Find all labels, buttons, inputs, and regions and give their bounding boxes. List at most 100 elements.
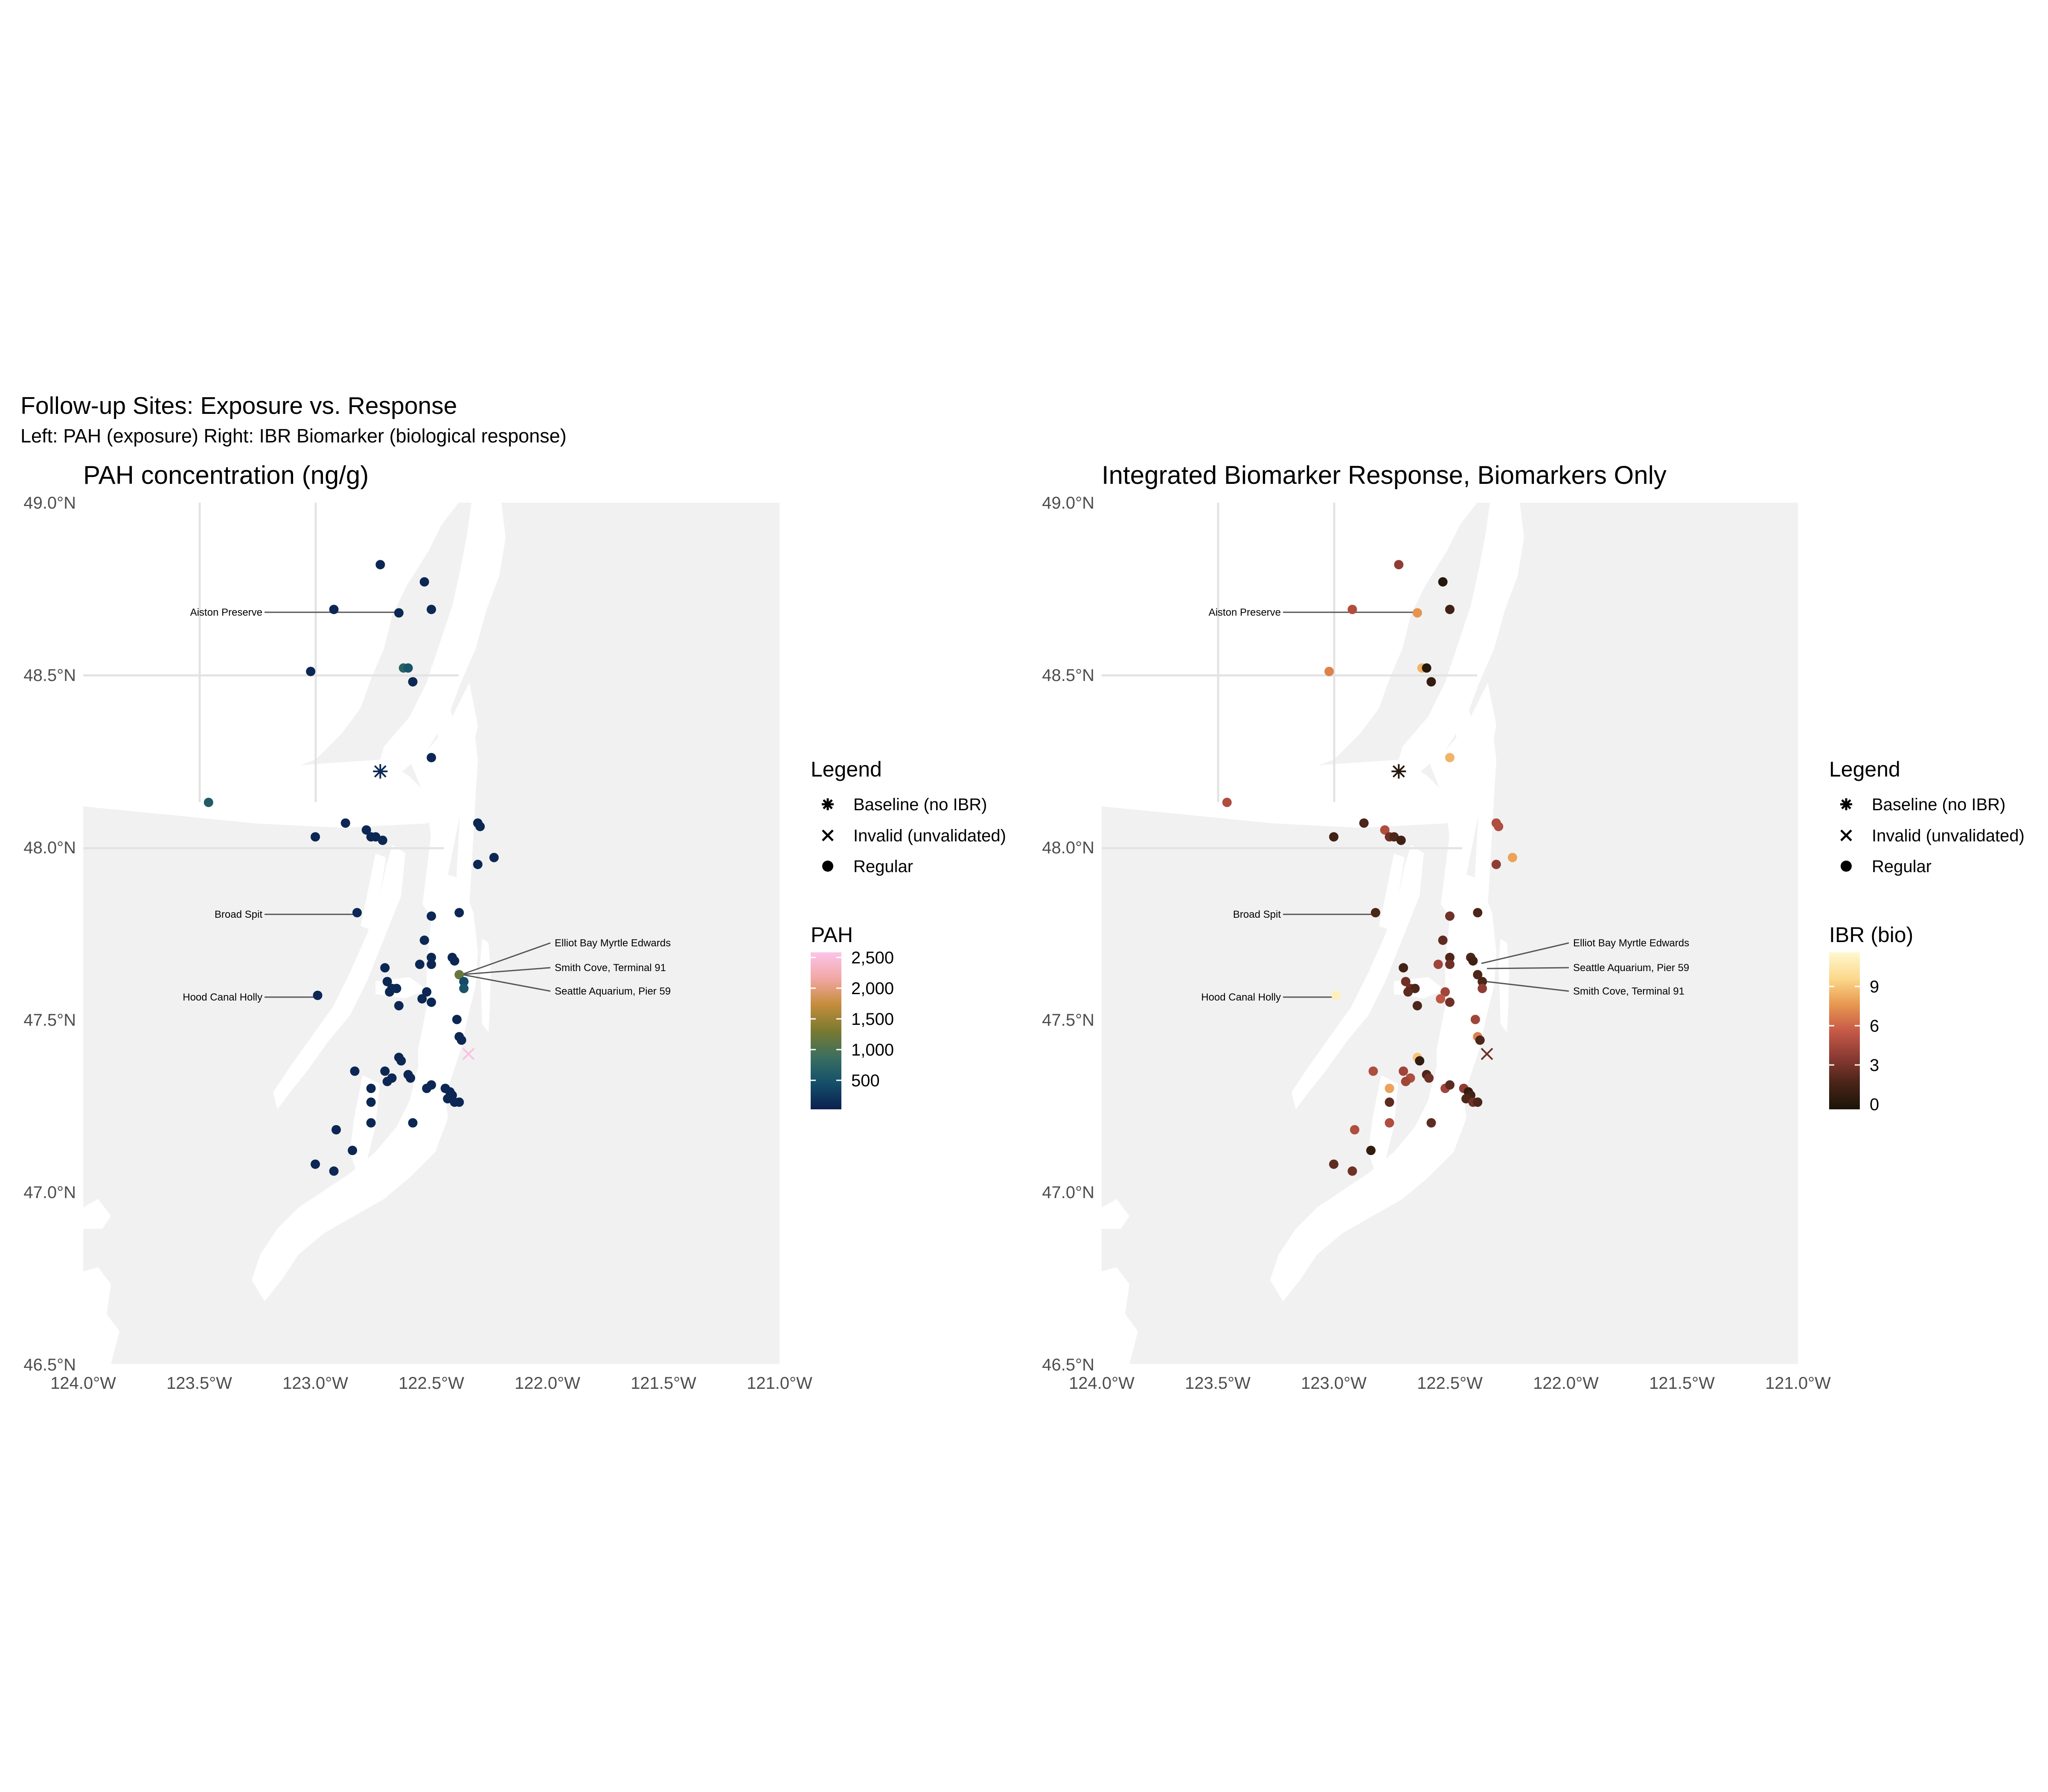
site-marker bbox=[366, 1118, 376, 1128]
pah-color-legend: PAH 2,500 2,000 1,500 1,000 500 bbox=[811, 923, 894, 1109]
site-marker bbox=[1394, 560, 1404, 570]
site-marker bbox=[306, 666, 316, 676]
juan-de-fuca bbox=[1102, 759, 1479, 828]
site-marker bbox=[375, 560, 385, 570]
site-marker bbox=[403, 663, 413, 673]
site-marker bbox=[1473, 908, 1483, 918]
callout-label: Hood Canal Holly bbox=[183, 992, 262, 1003]
x-tick-label: 123.5°W bbox=[166, 1374, 232, 1393]
x-tick-label: 121.5°W bbox=[1649, 1374, 1715, 1393]
colorbar-tick-label: 2,000 bbox=[851, 979, 894, 998]
site-marker bbox=[1347, 605, 1357, 614]
south-sound bbox=[252, 1067, 448, 1301]
cross-icon bbox=[1840, 829, 1852, 841]
site-marker bbox=[392, 983, 401, 993]
site-marker bbox=[1399, 1066, 1408, 1076]
legend-label-regular: Regular bbox=[853, 857, 913, 876]
site-marker bbox=[1445, 1080, 1455, 1090]
site-marker bbox=[1438, 935, 1448, 945]
y-tick-label: 48.5°N bbox=[23, 666, 76, 685]
figure-subtitle: Left: PAH (exposure) Right: IBR Biomarke… bbox=[20, 425, 567, 447]
site-marker bbox=[382, 1076, 392, 1086]
pah-site-markers bbox=[204, 560, 499, 1176]
site-marker bbox=[204, 797, 213, 807]
haro-strait bbox=[375, 503, 506, 777]
site-marker bbox=[427, 960, 436, 969]
site-marker bbox=[1445, 753, 1455, 762]
x-tick-label: 122.0°W bbox=[1533, 1374, 1599, 1393]
site-marker bbox=[1478, 983, 1487, 993]
site-marker bbox=[1329, 1159, 1338, 1169]
baseline-site-marker bbox=[373, 764, 388, 779]
willapa-edge bbox=[1102, 1267, 1138, 1364]
site-marker bbox=[443, 1094, 453, 1104]
strait-of-georgia bbox=[83, 503, 459, 789]
site-marker bbox=[1507, 852, 1517, 862]
y-tick-label: 46.5°N bbox=[1042, 1356, 1094, 1374]
site-marker bbox=[311, 832, 320, 842]
site-marker bbox=[1368, 1066, 1378, 1076]
y-tick-label: 47.5°N bbox=[1042, 1011, 1094, 1030]
ibr-x-tick-labels: 124.0°W 123.5°W 123.0°W 122.5°W 122.0°W … bbox=[1069, 1374, 1831, 1393]
haro-strait bbox=[1394, 503, 1524, 777]
site-marker bbox=[1324, 666, 1334, 676]
site-marker bbox=[1445, 953, 1455, 963]
site-marker bbox=[1415, 1056, 1425, 1066]
site-marker bbox=[361, 825, 371, 835]
site-marker bbox=[408, 1118, 418, 1128]
site-marker bbox=[1426, 1118, 1436, 1128]
colorbar-tick-label: 500 bbox=[851, 1071, 880, 1090]
callout-line bbox=[461, 967, 551, 975]
pah-colorbar bbox=[811, 952, 841, 1109]
site-marker bbox=[1461, 1094, 1471, 1104]
dot-icon bbox=[822, 861, 833, 872]
site-marker bbox=[1410, 983, 1420, 993]
site-marker bbox=[1433, 960, 1443, 969]
puget-sound-water bbox=[1102, 503, 1524, 1364]
south-sound bbox=[1270, 1067, 1466, 1301]
pah-colorbar-title: PAH bbox=[811, 923, 853, 947]
site-marker bbox=[419, 577, 429, 587]
site-marker bbox=[380, 963, 390, 973]
y-tick-label: 48.0°N bbox=[23, 838, 76, 857]
site-marker bbox=[1222, 797, 1232, 807]
site-marker bbox=[454, 908, 464, 918]
site-marker bbox=[348, 1146, 358, 1155]
x-tick-label: 124.0°W bbox=[1069, 1374, 1135, 1393]
site-marker bbox=[1347, 1166, 1357, 1176]
site-marker bbox=[422, 987, 432, 997]
site-marker bbox=[1424, 1073, 1434, 1083]
site-marker bbox=[1350, 1125, 1359, 1135]
site-marker bbox=[1438, 577, 1448, 587]
legend-label-regular: Regular bbox=[1872, 857, 1932, 876]
ocean-edge bbox=[1102, 1199, 1129, 1229]
asterisk-icon bbox=[822, 798, 834, 810]
site-marker bbox=[1475, 1035, 1485, 1045]
site-marker bbox=[329, 1166, 339, 1176]
willapa-edge bbox=[83, 1267, 119, 1364]
site-marker bbox=[1401, 1076, 1411, 1086]
site-marker bbox=[1412, 1001, 1422, 1011]
site-marker bbox=[394, 1001, 404, 1011]
site-marker bbox=[427, 953, 436, 963]
colorbar-tick-label: 9 bbox=[1870, 977, 1879, 996]
lake-washington bbox=[480, 939, 491, 1033]
y-tick-label: 47.0°N bbox=[23, 1183, 76, 1202]
saratoga-passage bbox=[1449, 666, 1475, 811]
site-marker bbox=[1366, 1146, 1376, 1155]
callout-label: Broad Spit bbox=[215, 909, 262, 920]
site-marker bbox=[1468, 956, 1478, 966]
callout-label: Elliot Bay Myrtle Edwards bbox=[555, 937, 671, 949]
site-marker bbox=[457, 1035, 466, 1045]
site-marker bbox=[1389, 832, 1399, 842]
site-marker bbox=[1399, 963, 1408, 973]
site-marker bbox=[450, 956, 460, 966]
site-marker bbox=[427, 998, 436, 1007]
colorbar-tick-label: 3 bbox=[1870, 1056, 1879, 1075]
ibr-shape-legend: Legend Baseline (no IBR) Invalid (unvali… bbox=[1829, 757, 2025, 876]
pah-y-tick-labels: 49.0°N 48.5°N 48.0°N 47.5°N 47.0°N 46.5°… bbox=[23, 494, 76, 1374]
pah-panel-title: PAH concentration (ng/g) bbox=[83, 461, 369, 489]
pah-shape-legend: Legend Baseline (no IBR) Invalid (unvali… bbox=[811, 757, 1006, 876]
colorbar-tick-label: 1,000 bbox=[851, 1041, 894, 1059]
